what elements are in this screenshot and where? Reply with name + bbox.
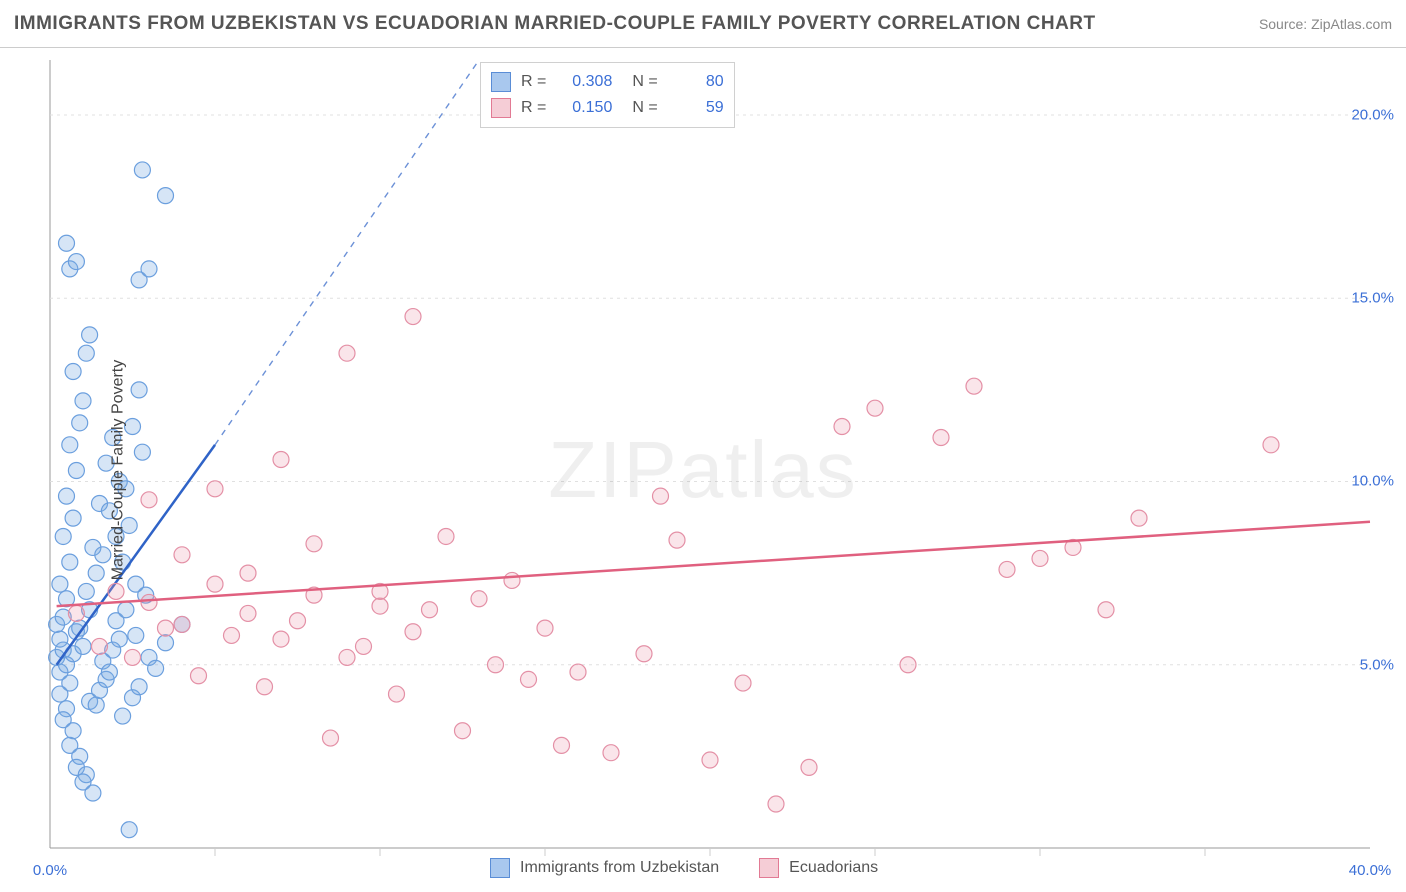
legend-n-label: N =	[632, 99, 657, 117]
legend-swatch	[491, 98, 511, 118]
series-name: Ecuadorians	[789, 859, 878, 877]
correlation-legend: R = 0.308 N = 80 R = 0.150 N = 59	[480, 62, 735, 128]
series-legend-item: Ecuadorians	[759, 858, 878, 878]
x-tick-label: 0.0%	[33, 862, 67, 879]
y-axis-label: Married-Couple Family Poverty	[109, 360, 127, 581]
correlation-legend-row: R = 0.308 N = 80	[491, 69, 724, 95]
legend-swatch	[491, 72, 511, 92]
legend-n-value: 59	[668, 99, 724, 117]
legend-swatch	[490, 858, 510, 878]
legend-swatch	[759, 858, 779, 878]
y-tick-label: 20.0%	[1351, 106, 1394, 123]
chart-area: Married-Couple Family Poverty ZIPatlas 5…	[0, 48, 1406, 892]
legend-n-value: 80	[668, 73, 724, 91]
y-tick-label: 5.0%	[1360, 656, 1394, 673]
y-tick-label: 10.0%	[1351, 473, 1394, 490]
chart-header: IMMIGRANTS FROM UZBEKISTAN VS ECUADORIAN…	[0, 0, 1406, 48]
series-legend: Immigrants from Uzbekistan Ecuadorians	[490, 858, 878, 878]
x-tick-label: 40.0%	[1349, 862, 1392, 879]
correlation-legend-row: R = 0.150 N = 59	[491, 95, 724, 121]
chart-source: Source: ZipAtlas.com	[1259, 16, 1392, 32]
chart-title: IMMIGRANTS FROM UZBEKISTAN VS ECUADORIAN…	[14, 13, 1096, 35]
y-tick-label: 15.0%	[1351, 290, 1394, 307]
scatter-plot	[0, 48, 1406, 892]
legend-n-label: N =	[632, 73, 657, 91]
legend-r-value: 0.150	[556, 99, 612, 117]
series-legend-item: Immigrants from Uzbekistan	[490, 858, 719, 878]
legend-r-label: R =	[521, 99, 546, 117]
series-name: Immigrants from Uzbekistan	[520, 859, 719, 877]
legend-r-label: R =	[521, 73, 546, 91]
legend-r-value: 0.308	[556, 73, 612, 91]
